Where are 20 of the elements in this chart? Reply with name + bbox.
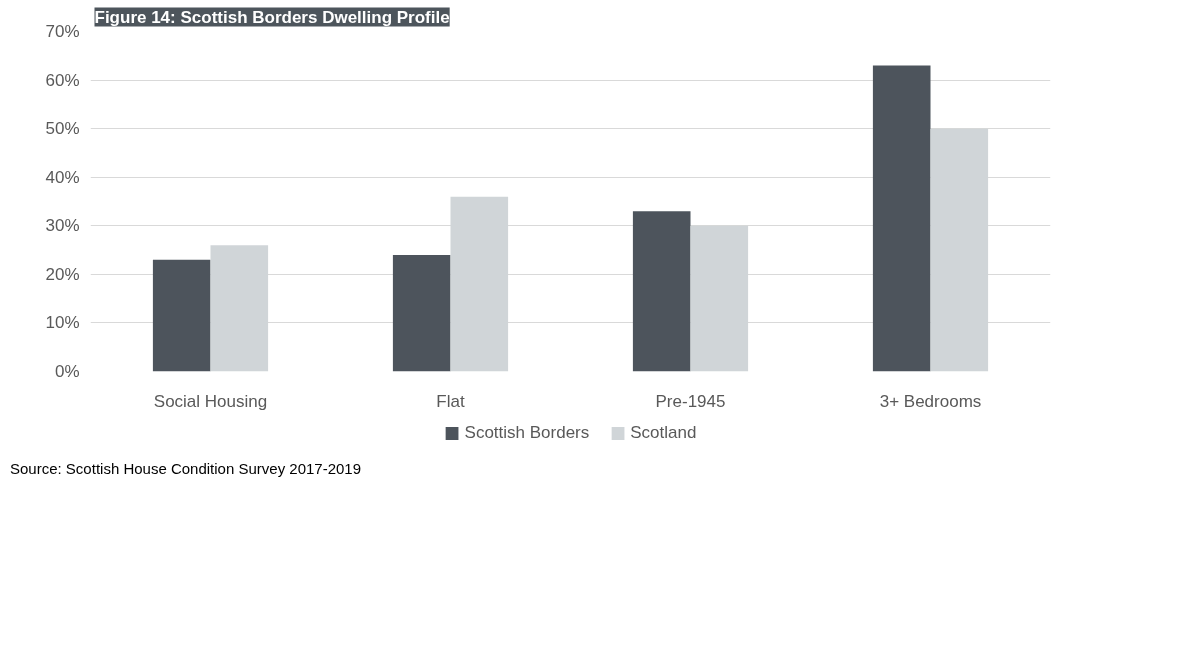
legend-label: Scottish Borders [464,423,590,443]
y-tick-label: 0% [54,362,80,381]
x-tick-label: Pre-1945 [655,391,726,411]
bar [152,259,211,372]
chart-title: Figure 14: Scottish Borders Dwelling Profile [94,7,450,27]
y-tick-label: 10% [45,313,80,333]
y-tick-label: 20% [45,264,80,284]
legend-label: Scotland [630,423,697,443]
bar [632,211,691,372]
x-tick-label: Social Housing [153,391,268,411]
x-tick-label: 3+ Bedrooms [879,391,982,411]
y-tick-label: 30% [45,216,80,236]
bar [872,65,931,372]
y-tick-label: 50% [45,119,80,139]
x-tick-label: Flat [436,391,465,411]
bar [392,254,451,372]
y-tick-label: 70% [45,22,80,41]
y-tick-label: 40% [45,167,80,187]
source-note: Source: Scottish House Condition Survey 2017-2019 [10,459,362,479]
y-tick-label: 60% [45,70,80,90]
